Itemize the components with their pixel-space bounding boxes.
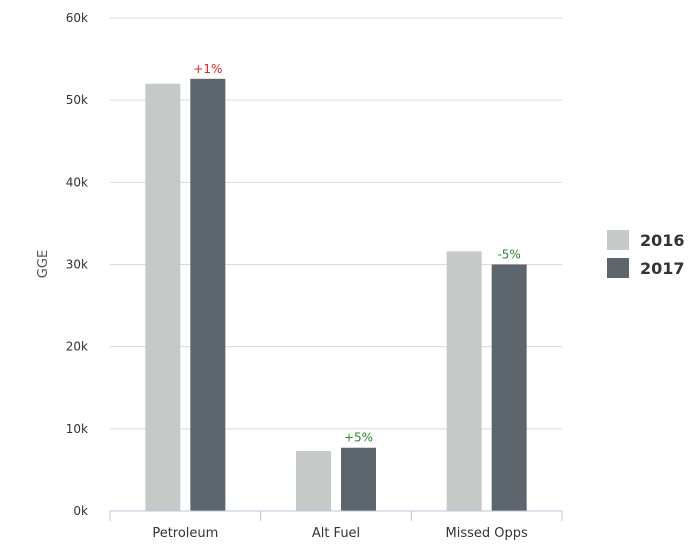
change-label: -5% <box>497 248 520 262</box>
y-axis: 0k 10k 20k 30k 40k 50k 60k <box>66 11 88 518</box>
bars <box>145 78 527 511</box>
legend-label: 2016 <box>640 231 685 250</box>
y-tick-label: 60k <box>66 11 88 25</box>
legend: 2016 2017 <box>607 230 685 278</box>
y-tick-label: 10k <box>66 422 88 436</box>
x-axis: Petroleum Alt Fuel Missed Opps <box>109 510 563 541</box>
x-tick-label: Alt Fuel <box>312 526 360 541</box>
y-tick-label: 40k <box>66 175 88 189</box>
legend-label: 2017 <box>640 259 685 278</box>
change-label: +1% <box>193 62 222 76</box>
bar <box>145 83 181 511</box>
x-tick-label: Petroleum <box>152 526 218 541</box>
legend-swatch <box>607 230 629 250</box>
x-tick-label: Missed Opps <box>446 526 528 541</box>
bar <box>491 264 527 511</box>
y-tick-label: 0k <box>73 504 88 518</box>
y-tick-label: 20k <box>66 340 88 354</box>
bar <box>190 78 226 511</box>
y-tick-label: 30k <box>66 258 88 272</box>
change-label: +5% <box>344 431 373 445</box>
bar <box>296 451 331 511</box>
y-axis-title: GGE <box>36 250 51 278</box>
grid-lines <box>110 17 562 430</box>
bar <box>446 251 482 511</box>
bar <box>341 447 376 511</box>
legend-swatch <box>607 258 629 278</box>
change-labels: +1% +5% -5% <box>193 62 521 445</box>
y-tick-label: 50k <box>66 93 88 107</box>
